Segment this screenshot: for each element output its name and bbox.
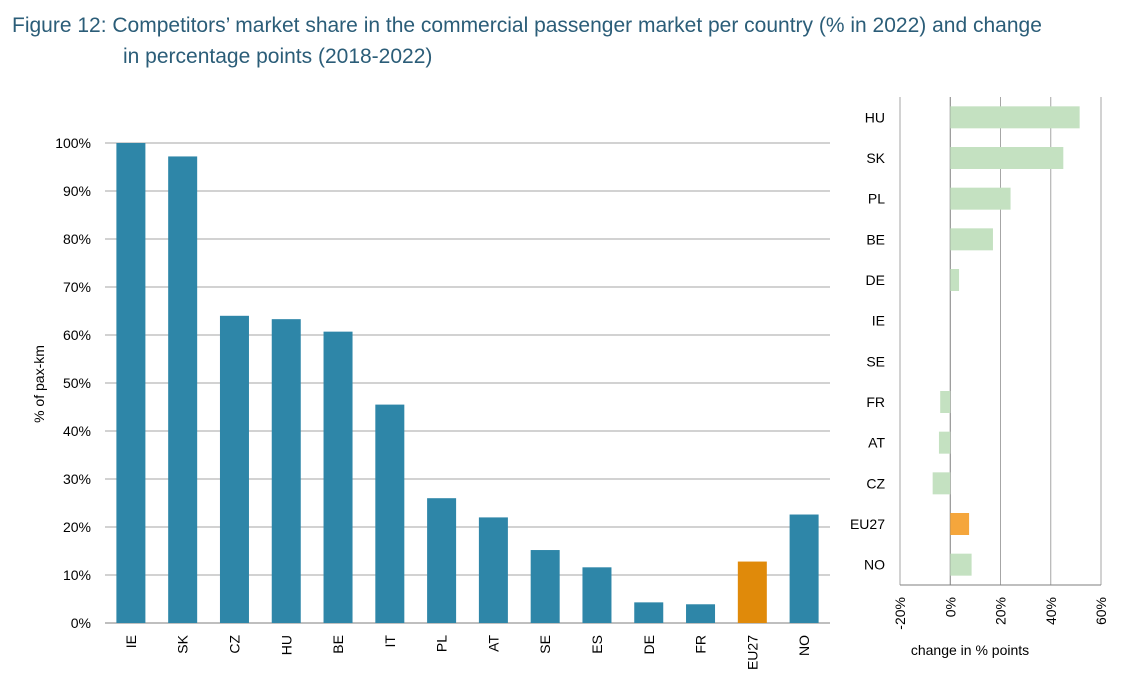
bar-eu27: [950, 513, 970, 535]
x-tick-label: BE: [330, 635, 346, 654]
category-label: DE: [866, 272, 885, 288]
x-tick-label: NO: [796, 635, 812, 656]
y-tick-label: 20%: [63, 519, 91, 535]
category-label: IE: [872, 313, 885, 329]
x-tick-label: FR: [693, 635, 709, 654]
bar-cz: [219, 315, 249, 623]
x-tick-label: IT: [382, 635, 398, 648]
bar-eu27: [737, 561, 767, 623]
bar-no: [789, 514, 819, 623]
bar-it: [375, 404, 405, 623]
y-axis-label: % of pax-km: [31, 345, 47, 423]
bar-be: [323, 331, 353, 623]
bar-at: [938, 431, 951, 454]
y-tick-label: 60%: [63, 327, 91, 343]
bar-be: [950, 228, 993, 251]
x-tick-label: HU: [278, 635, 294, 655]
x-tick-label: 60%: [1093, 597, 1109, 625]
bar-se: [530, 550, 560, 623]
category-label: SE: [866, 353, 885, 369]
x-tick-label: SK: [175, 634, 191, 653]
x-tick-label: AT: [485, 635, 501, 652]
y-tick-label: 70%: [63, 279, 91, 295]
category-label: SK: [866, 150, 885, 166]
x-tick-label: IE: [123, 635, 139, 648]
x-tick-label: PL: [434, 635, 450, 652]
y-tick-label: 30%: [63, 471, 91, 487]
bar-pl: [950, 187, 1011, 210]
bar-hu: [271, 319, 301, 623]
y-tick-label: 50%: [63, 375, 91, 391]
bar-no: [950, 553, 972, 576]
x-tick-label: SE: [537, 635, 553, 654]
category-label: EU27: [850, 516, 885, 532]
x-tick-label: 40%: [1043, 597, 1059, 625]
bar-cz: [932, 472, 951, 495]
y-tick-label: 80%: [63, 231, 91, 247]
x-tick-label: ES: [589, 635, 605, 654]
figure-title-line-2: in percentage points (2018-2022): [123, 45, 433, 68]
market-share-bar-chart: 0% 10% 20% 30% 40% 50% 60% 70% 80% 90% 100% IE SK CZ…: [31, 135, 830, 670]
y-tick-label: 40%: [63, 423, 91, 439]
x-tick-label: EU27: [744, 635, 760, 670]
category-label: FR: [866, 394, 885, 410]
bar-de: [950, 269, 960, 291]
x-tick-label: DE: [641, 635, 657, 654]
bar-ie: [116, 143, 146, 623]
bar-fr: [940, 391, 951, 413]
category-label: NO: [864, 557, 885, 573]
bar-fr: [686, 604, 716, 623]
bar-sk: [168, 156, 198, 623]
x-tick-label: CZ: [226, 635, 242, 654]
category-label: AT: [868, 435, 885, 451]
x-tick-label: -20%: [892, 597, 908, 630]
bar-at: [478, 517, 508, 623]
bar-hu: [950, 106, 1080, 129]
y-tick-label: 90%: [63, 183, 91, 199]
category-label: CZ: [866, 475, 885, 491]
category-label: HU: [865, 109, 885, 125]
category-label: PL: [868, 191, 885, 207]
y-tick-label: 0%: [71, 615, 91, 631]
y-tick-label: 10%: [63, 567, 91, 583]
x-tick-label: 20%: [993, 597, 1009, 625]
y-tick-label: 100%: [55, 135, 91, 151]
x-axis-label: change in % points: [911, 642, 1029, 658]
bar-es: [582, 567, 612, 623]
x-tick-label: 0%: [942, 597, 958, 617]
category-label: BE: [866, 231, 885, 247]
figure-title: Figure 12: Competitors’ market share in …: [12, 10, 1122, 72]
bar-de: [634, 602, 664, 623]
bar-pl: [427, 498, 457, 623]
figure-title-line-1: Figure 12: Competitors’ market share in …: [12, 14, 1042, 37]
bar-sk: [950, 147, 1064, 169]
